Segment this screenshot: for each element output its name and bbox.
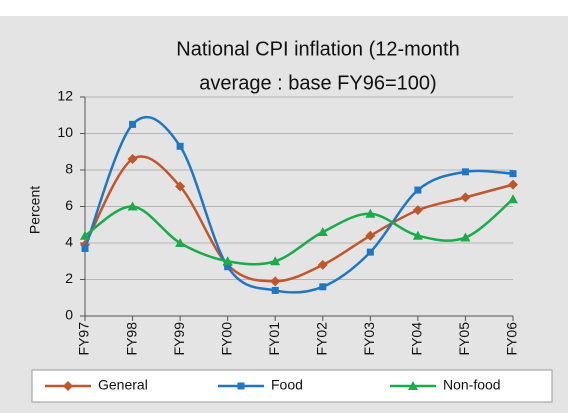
marker: [509, 170, 517, 178]
marker: [175, 238, 186, 247]
marker: [224, 263, 232, 271]
x-tick-label: FY03: [361, 322, 377, 356]
marker: [270, 276, 281, 287]
marker: [81, 244, 89, 252]
marker: [175, 181, 186, 192]
marker: [222, 256, 233, 266]
marker: [508, 194, 518, 204]
series-line: [84, 198, 514, 266]
marker: [317, 227, 328, 237]
y-axis-label: Percent: [27, 186, 43, 234]
marker: [460, 232, 471, 242]
legend-label: Food: [271, 377, 303, 393]
marker: [414, 186, 422, 194]
marker: [129, 120, 137, 128]
marker: [63, 381, 73, 391]
x-tick-label: FY02: [313, 322, 329, 356]
x-tick-label: FY99: [171, 322, 187, 356]
x-tick-label: FY06: [504, 322, 520, 356]
x-tick-label: FY98: [123, 322, 139, 356]
marker: [508, 179, 518, 190]
marker: [412, 230, 423, 240]
legend-box: [31, 369, 553, 403]
x-tick-label: FY04: [409, 322, 425, 356]
marker: [366, 248, 374, 256]
marker: [365, 208, 376, 218]
marker: [365, 230, 376, 241]
marker: [408, 381, 418, 390]
chart-title: National CPI inflation (12-month: [176, 38, 459, 60]
marker: [412, 205, 423, 216]
marker: [127, 154, 138, 165]
marker: [80, 230, 90, 240]
marker: [176, 142, 184, 150]
x-tick-label: FY05: [456, 322, 472, 356]
chart-title: average : base FY96=100): [199, 72, 436, 94]
marker: [317, 259, 328, 270]
marker: [237, 382, 245, 390]
legend-label: Non-food: [443, 377, 501, 393]
y-tick-label: 2: [65, 270, 73, 286]
y-tick-label: 12: [57, 88, 73, 104]
legend-label: General: [98, 377, 148, 393]
y-tick-label: 6: [65, 197, 73, 213]
y-tick-label: 8: [65, 161, 73, 177]
x-tick-label: FY01: [266, 322, 282, 356]
series-line: [83, 155, 514, 283]
marker: [319, 283, 327, 291]
marker: [271, 286, 279, 294]
y-tick-label: 4: [65, 234, 73, 250]
marker: [460, 192, 471, 203]
chart-panel: [0, 16, 568, 413]
x-tick-label: FY00: [218, 322, 234, 356]
marker: [127, 201, 138, 211]
marker: [461, 168, 469, 176]
x-tick-label: FY97: [76, 322, 92, 356]
y-tick-label: 10: [57, 124, 73, 140]
y-tick-label: 0: [65, 307, 73, 323]
marker: [270, 256, 281, 266]
